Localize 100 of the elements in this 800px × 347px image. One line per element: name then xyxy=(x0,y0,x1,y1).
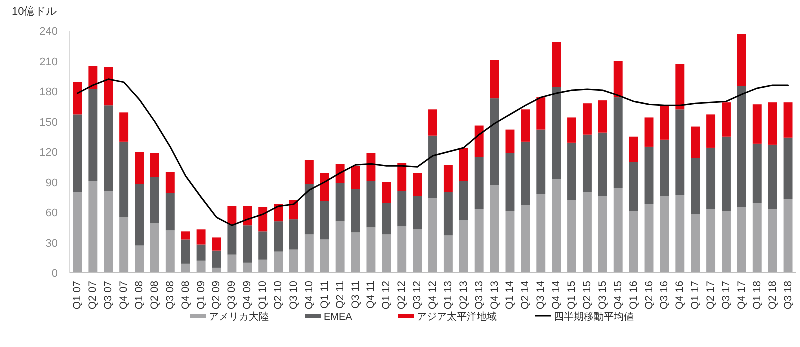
x-tick-label: Q2 13 xyxy=(458,280,470,310)
bar xyxy=(398,163,407,192)
bar xyxy=(196,244,206,261)
legend-label: アジア太平洋地域 xyxy=(417,311,497,323)
bar xyxy=(474,157,484,210)
bar xyxy=(428,110,438,136)
bar xyxy=(351,189,360,233)
bar xyxy=(784,199,793,273)
bar xyxy=(568,118,576,143)
line-series xyxy=(76,78,790,226)
bar xyxy=(258,232,268,260)
bar xyxy=(752,144,762,204)
x-tick-label: Q3 08 xyxy=(164,280,176,310)
bar xyxy=(644,204,654,273)
bar xyxy=(228,206,237,225)
x-tick-label: Q4 17 xyxy=(736,280,748,310)
bar xyxy=(166,193,175,231)
bar xyxy=(660,140,670,196)
bar xyxy=(768,209,778,273)
bar xyxy=(382,203,392,235)
x-tick-label: Q2 09 xyxy=(210,280,223,310)
x-tick-label: Q2 08 xyxy=(148,280,161,310)
x-tick-label: Q3 17 xyxy=(720,280,732,310)
bar xyxy=(722,102,731,137)
bar xyxy=(73,192,82,273)
bar xyxy=(552,87,562,180)
bar xyxy=(752,203,762,273)
bar xyxy=(474,209,484,273)
x-tick-label: Q1 15 xyxy=(566,280,578,310)
x-tick-label: Q1 18 xyxy=(751,280,764,310)
bar xyxy=(243,262,252,273)
bar xyxy=(428,136,438,198)
x-tick-label: Q3 18 xyxy=(782,280,794,310)
bar xyxy=(428,198,438,273)
x-tick-label: Q4 16 xyxy=(674,280,686,310)
x-tick-label: Q2 14 xyxy=(520,280,532,310)
bar xyxy=(120,112,129,142)
bar xyxy=(536,98,546,130)
bar xyxy=(320,201,330,240)
bar xyxy=(552,179,562,273)
bar xyxy=(444,165,453,192)
bar xyxy=(752,104,762,144)
bar xyxy=(290,250,298,273)
bar xyxy=(536,130,546,194)
bar xyxy=(660,106,670,140)
bar xyxy=(120,142,129,218)
bar xyxy=(784,102,793,138)
bar xyxy=(614,98,623,188)
bar xyxy=(598,100,608,133)
bar xyxy=(629,136,638,162)
x-tick-label: Q1 09 xyxy=(195,280,208,310)
x-tick-label: Q1 17 xyxy=(690,280,702,310)
x-tick-label: Q2 10 xyxy=(272,280,285,310)
bar xyxy=(304,184,314,235)
x-tick-label: Q3 13 xyxy=(473,280,486,310)
x-tick-label: Q4 12 xyxy=(427,280,439,310)
x-tick-label: Q2 16 xyxy=(643,280,656,310)
x-tick-label: Q3 07 xyxy=(102,280,115,310)
bar xyxy=(444,192,453,236)
bar xyxy=(88,66,98,90)
bar xyxy=(521,205,530,273)
bar xyxy=(336,222,345,273)
bar xyxy=(274,204,284,222)
bar xyxy=(506,153,515,212)
y-tick-label: 180 xyxy=(40,86,58,98)
bar xyxy=(784,138,793,200)
bar xyxy=(706,209,716,273)
bar xyxy=(336,183,345,222)
bar xyxy=(212,250,222,268)
bar xyxy=(73,114,82,192)
x-tick-label: Q4 10 xyxy=(303,280,316,310)
bar xyxy=(274,252,284,273)
x-tick-label: Q1 12 xyxy=(380,280,393,310)
bar xyxy=(135,184,144,246)
bar xyxy=(366,228,376,273)
bar xyxy=(413,230,422,273)
bar xyxy=(614,188,623,273)
bar xyxy=(722,136,731,212)
bar xyxy=(490,60,500,99)
y-tick-label: 120 xyxy=(40,147,58,159)
bar xyxy=(768,102,778,145)
bar xyxy=(104,106,114,192)
bar xyxy=(366,181,376,228)
bar xyxy=(258,207,268,232)
bar xyxy=(691,214,700,273)
bar xyxy=(120,218,129,273)
bar xyxy=(320,173,330,202)
legend-label: アメリカ大陸 xyxy=(209,311,269,323)
x-tick-label: Q2 11 xyxy=(334,280,346,309)
x-tick-label: Q3 12 xyxy=(412,280,424,310)
bar xyxy=(536,194,546,273)
bar xyxy=(614,61,623,98)
bar xyxy=(568,142,576,200)
x-tick-label: Q4 08 xyxy=(180,280,192,310)
bar xyxy=(181,264,190,273)
bar xyxy=(150,153,160,178)
x-tick-label: Q4 09 xyxy=(242,280,254,310)
bar xyxy=(304,160,314,184)
bar xyxy=(351,232,360,273)
x-tick-label: Q1 13 xyxy=(442,280,454,310)
